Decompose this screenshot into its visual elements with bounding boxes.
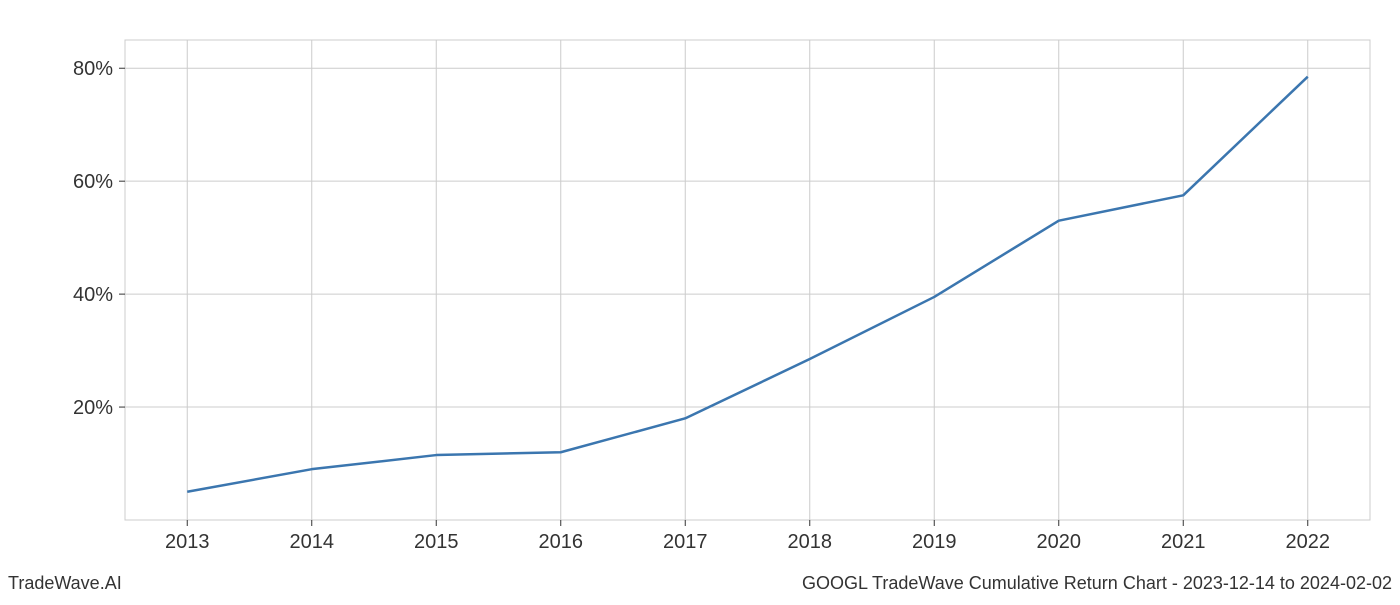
y-tick-label: 60% xyxy=(73,171,113,193)
y-tick-label: 40% xyxy=(73,284,113,306)
footer-right-label: GOOGL TradeWave Cumulative Return Chart … xyxy=(802,573,1392,594)
x-tick-label: 2017 xyxy=(663,531,708,553)
x-tick-label: 2022 xyxy=(1286,531,1331,553)
y-tick-label: 80% xyxy=(73,58,113,80)
x-tick-label: 2013 xyxy=(165,531,210,553)
chart-container: 2013 2014 2015 2016 2017 2018 2019 2020 2021 2022… xyxy=(0,0,1400,600)
x-tick-label: 2019 xyxy=(912,531,957,553)
y-tick-label: 20% xyxy=(73,397,113,419)
x-tick-label: 2020 xyxy=(1037,531,1082,553)
footer-left-label: TradeWave.AI xyxy=(8,573,122,594)
x-tick-label: 2015 xyxy=(414,531,459,553)
x-tick-label: 2016 xyxy=(539,531,584,553)
x-tick-label: 2018 xyxy=(788,531,833,553)
series-cumulative-return xyxy=(187,77,1308,492)
x-tick-label: 2021 xyxy=(1161,531,1206,553)
x-tick-label: 2014 xyxy=(290,531,335,553)
line-chart: 2013 2014 2015 2016 2017 2018 2019 2020 2021 2022… xyxy=(0,0,1400,600)
